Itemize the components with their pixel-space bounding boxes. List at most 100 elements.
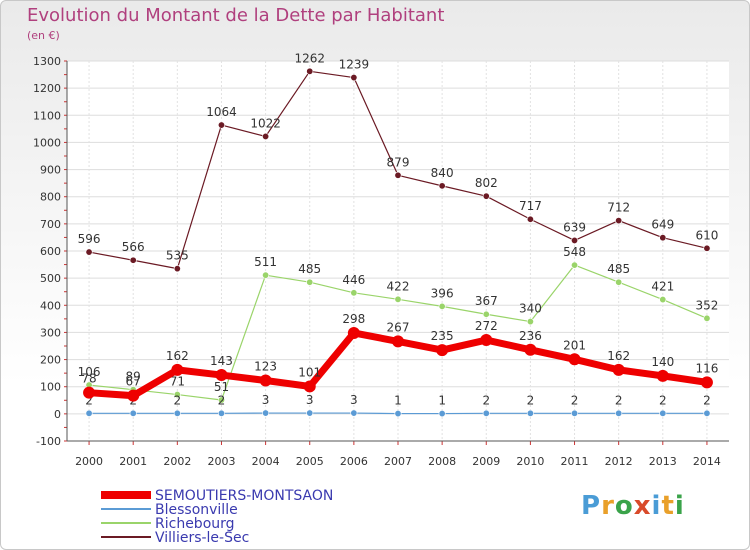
data-point (262, 132, 270, 140)
logo-letter: P (581, 491, 602, 521)
logo-letter: i (651, 491, 662, 521)
x-tick-label: 2008 (428, 455, 456, 468)
data-point (347, 326, 360, 339)
data-point (615, 409, 623, 417)
data-label: 840 (431, 166, 454, 180)
y-tick-label: 500 (40, 272, 61, 285)
x-tick-label: 2002 (163, 455, 191, 468)
data-point (394, 171, 402, 179)
data-label: 2 (174, 393, 182, 407)
data-label: 162 (166, 349, 189, 363)
x-tick-label: 2011 (561, 455, 589, 468)
logo-letter: i (674, 491, 685, 521)
data-label: 51 (214, 380, 229, 394)
data-point (436, 344, 449, 357)
data-label: 1064 (206, 105, 237, 119)
data-point (83, 386, 96, 399)
data-point (526, 215, 534, 223)
data-point (306, 409, 314, 417)
data-label: 548 (563, 245, 586, 259)
y-tick-label: 1300 (33, 55, 61, 68)
proxiti-logo: Proxiti (581, 491, 685, 521)
data-point (173, 265, 181, 273)
y-tick-label: 700 (40, 218, 61, 231)
data-label: 106 (78, 365, 101, 379)
x-tick-label: 2010 (516, 455, 544, 468)
data-point (659, 234, 667, 242)
data-label: 421 (651, 280, 674, 294)
data-label: 367 (475, 294, 498, 308)
data-label: 3 (350, 393, 358, 407)
y-tick-label: 800 (40, 191, 61, 204)
data-label: 2 (482, 393, 490, 407)
data-point (659, 296, 667, 304)
data-point (615, 278, 623, 286)
data-label: 298 (342, 312, 365, 326)
x-tick-label: 2003 (207, 455, 235, 468)
data-point (568, 353, 581, 366)
data-label: 535 (166, 249, 189, 263)
y-tick-label: 1200 (33, 82, 61, 95)
data-point (129, 409, 137, 417)
data-label: 639 (563, 220, 586, 234)
data-point (85, 248, 93, 256)
x-tick-label: 2012 (605, 455, 633, 468)
chart-unit: (en €) (27, 29, 60, 42)
data-point (703, 244, 711, 252)
data-label: 1262 (294, 51, 325, 65)
data-label: 89 (126, 370, 141, 384)
data-label: 123 (254, 359, 277, 373)
logo-letter: o (614, 491, 634, 521)
data-point (526, 409, 534, 417)
data-point (392, 335, 404, 348)
data-point (217, 409, 225, 417)
y-tick-label: 600 (40, 245, 61, 258)
x-tick-label: 2004 (252, 455, 280, 468)
x-tick-label: 2006 (340, 455, 368, 468)
data-point (217, 121, 225, 129)
data-label: 485 (298, 262, 321, 276)
data-label: 717 (519, 199, 542, 213)
y-tick-label: 200 (40, 354, 61, 367)
data-label: 396 (431, 286, 454, 300)
data-point (571, 409, 579, 417)
x-tick-label: 2014 (693, 455, 721, 468)
data-label: 446 (342, 273, 365, 287)
x-tick-label: 2000 (75, 455, 103, 468)
chart-title: Evolution du Montant de la Dette par Hab… (27, 5, 445, 26)
x-tick-label: 2009 (472, 455, 500, 468)
data-label: 2 (85, 393, 93, 407)
data-label: 78 (81, 372, 96, 386)
data-point (700, 376, 713, 389)
data-label: 352 (695, 298, 718, 312)
data-label: 3 (262, 393, 270, 407)
data-point (703, 314, 711, 322)
x-tick-label: 2005 (296, 455, 324, 468)
data-label: 422 (387, 279, 410, 293)
data-label: 140 (651, 355, 674, 369)
data-label: 1 (438, 394, 446, 408)
data-point (173, 409, 181, 417)
data-point (703, 409, 711, 417)
legend-label: Richebourg (155, 516, 235, 532)
data-point (350, 289, 358, 297)
data-point (394, 295, 402, 303)
legend-label: SEMOUTIERS-MONTSAON (155, 488, 333, 504)
y-tick-label: 100 (40, 381, 61, 394)
data-label: 610 (695, 228, 718, 242)
data-label: 3 (306, 393, 314, 407)
data-point (480, 334, 493, 347)
data-label: 596 (78, 232, 101, 246)
data-point (127, 389, 140, 402)
data-point (306, 278, 314, 286)
y-tick-label: 400 (40, 299, 61, 312)
data-label: 67 (126, 375, 141, 389)
y-tick-label: 1100 (33, 109, 61, 122)
logo-letter: r (601, 491, 615, 521)
data-label: 101 (298, 365, 321, 379)
data-point (612, 363, 625, 376)
data-point (173, 391, 181, 399)
data-label: 267 (387, 320, 410, 334)
data-point (482, 310, 490, 318)
